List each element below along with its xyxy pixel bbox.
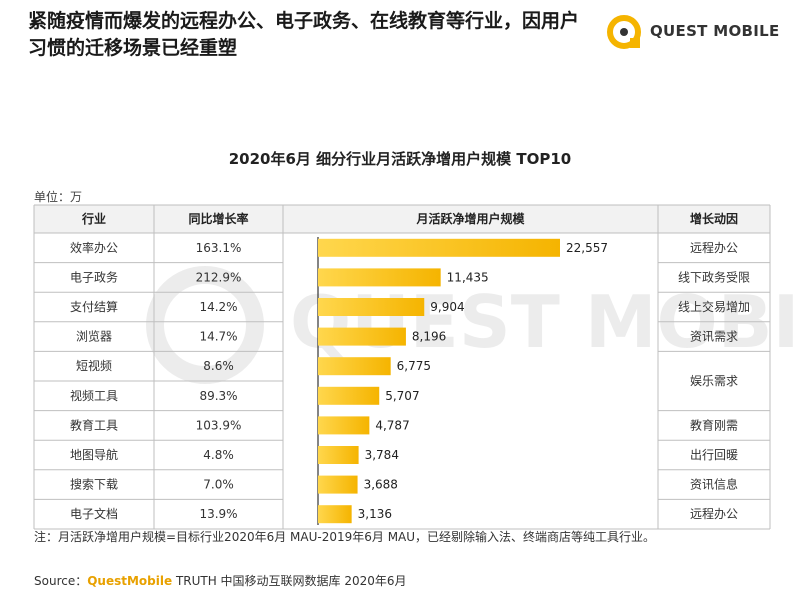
reason-label: 线下政务受限 [678,269,750,284]
growth-rate-label: 212.9% [196,270,242,284]
header-value: 月活跃净增用户规模 [415,211,525,226]
growth-rate-label: 14.2% [199,300,237,314]
reason-label: 教育刚需 [690,417,738,432]
bar [318,386,380,405]
bar [318,446,359,464]
unit-label: 单位：万 [34,190,83,204]
reason-label: 出行回暖 [690,448,738,462]
bar [318,357,391,376]
logo-text: QUEST MOBILE [650,22,780,40]
bar [318,327,406,346]
reason-label: 资讯信息 [690,477,738,492]
bar [318,268,441,287]
reason-label: 远程办公 [690,506,738,521]
quest-mobile-logo: QUEST MOBILE [606,14,786,50]
growth-rate-label: 8.6% [203,359,234,373]
header-industry: 行业 [81,211,106,226]
value-label: 9,904 [430,300,464,314]
industry-label: 短视频 [76,358,112,373]
industry-label: 效率办公 [70,240,118,255]
industry-label: 视频工具 [70,388,118,403]
chart-title: 2020年6月 细分行业月活跃净增用户规模 TOP10 [228,150,572,168]
source-brand: QuestMobile [87,574,173,588]
bar [318,475,358,494]
logo-mark-icon [607,15,641,49]
header-band [34,205,770,233]
growth-rate-label: 103.9% [196,418,242,432]
industry-label: 电子文档 [70,506,118,521]
value-label: 22,557 [566,241,608,255]
growth-rate-label: 7.0% [203,478,234,492]
bar [318,416,370,435]
growth-rate-label: 14.7% [199,330,237,344]
growth-rate-label: 4.8% [203,448,234,462]
footnote: 注：月活跃净增用户规模=目标行业2020年6月 MAU-2019年6月 MAU，… [34,530,656,544]
reason-label: 资讯需求 [690,330,738,344]
value-label: 11,435 [447,270,489,284]
industry-label: 教育工具 [70,417,118,432]
value-label: 4,787 [375,418,409,432]
industry-label: 支付结算 [70,299,118,314]
reason-label: 线上交易增加 [678,299,750,314]
value-label: 3,688 [364,478,398,492]
bar [318,238,560,257]
header-growth: 同比增长率 [188,211,248,226]
growth-rate-label: 13.9% [199,507,237,521]
bar [318,505,352,524]
header-reason: 增长动因 [690,211,738,226]
industry-label: 搜索下载 [70,477,118,492]
industry-label: 电子政务 [70,269,118,284]
growth-rate-label: 89.3% [199,389,237,403]
reason-label: 娱乐需求 [690,374,738,388]
source-rest: TRUTH 中国移动互联网数据库 2020年6月 [172,574,407,588]
source-line: Source：QuestMobile TRUTH 中国移动互联网数据库 2020… [34,572,407,589]
value-label: 8,196 [412,330,446,344]
value-label: 3,784 [365,448,399,462]
headline: 紧随疫情而爆发的远程办公、电子政务、在线教育等行业，因用户习惯的迁移场景已经重塑 [28,10,580,59]
reason-label: 远程办公 [690,240,738,255]
source-prefix: Source： [34,574,88,588]
growth-rate-label: 163.1% [196,241,242,255]
industry-label: 浏览器 [76,329,112,344]
bar [318,298,425,316]
value-label: 6,775 [397,359,431,373]
value-label: 3,136 [358,507,392,521]
value-label: 5,707 [385,389,419,403]
industry-label: 地图导航 [70,447,118,462]
